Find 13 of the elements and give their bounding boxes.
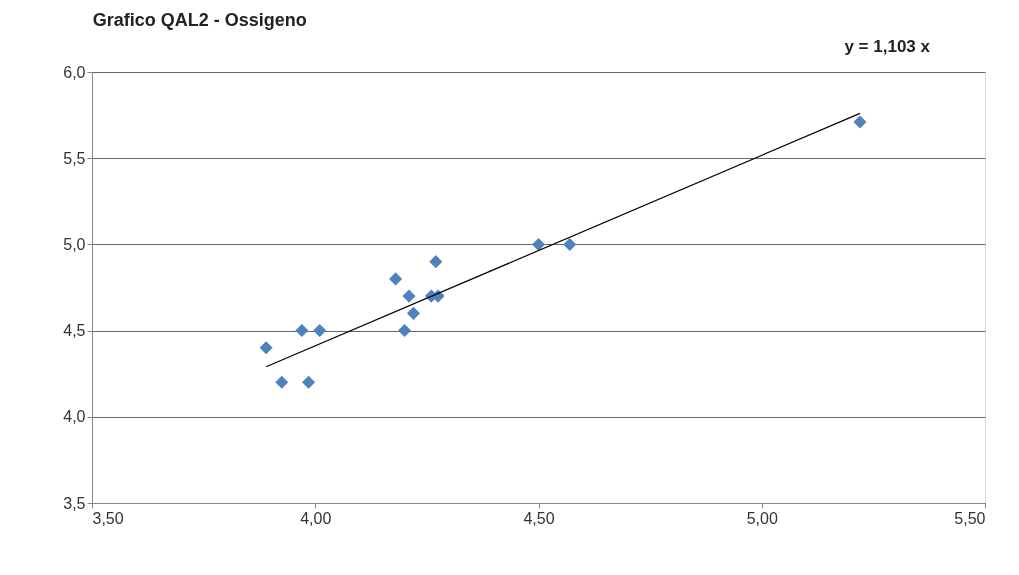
chart-title: Grafico QAL2 - Ossigeno — [92, 10, 307, 30]
y-tick-label: 4,0 — [63, 408, 86, 426]
y-tick-label: 3,5 — [63, 494, 86, 512]
x-tick-label: 3,50 — [92, 509, 124, 527]
text: y = 1,103 x — [844, 37, 931, 56]
x-tick-label: 4,00 — [300, 509, 332, 527]
x-tick-label: 5,00 — [746, 509, 778, 527]
y-tick-label: 5,0 — [63, 235, 86, 253]
x-tick-label: 4,50 — [523, 509, 555, 527]
y-tick-label: 6,0 — [63, 63, 86, 81]
y-tick-label: 4,5 — [63, 322, 86, 340]
y-tick-label: 5,5 — [63, 149, 86, 167]
x-tick-label: 5,50 — [954, 509, 986, 527]
